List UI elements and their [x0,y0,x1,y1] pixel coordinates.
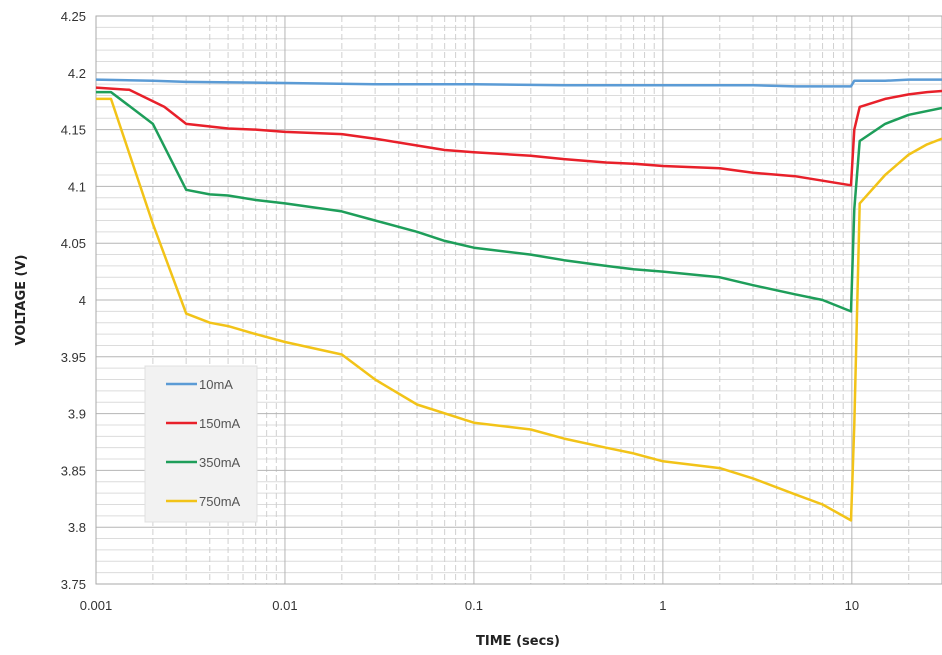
y-tick-label: 3.95 [61,350,86,365]
y-tick-label: 3.85 [61,463,86,478]
legend-box [144,365,258,523]
x-tick-labels: 0.001 0.01 0.1 1 10 [80,598,859,613]
y-tick-label: 4.1 [68,179,86,194]
x-tick-label: 10 [845,598,859,613]
y-tick-label: 3.8 [68,520,86,535]
legend: 10mA 150mA 350mA 750mA [144,365,258,523]
major-gridlines [95,15,942,585]
x-tick-label: 0.01 [272,598,297,613]
y-tick-labels: 3.75 3.8 3.85 3.9 3.95 4 4.05 4.1 4.15 4.2 4.25 [61,9,86,592]
y-tick-label: 4.25 [61,9,86,24]
series-line-350mA [96,90,942,313]
x-tick-label: 1 [659,598,666,613]
x-tick-label: 0.001 [80,598,113,613]
y-tick-label: 3.75 [61,577,86,592]
y-tick-label: 3.9 [68,407,86,422]
y-axis-label: VOLTAGE (V) [14,255,29,346]
x-tick-label: 0.1 [465,598,483,613]
legend-label-150mA: 150mA [199,416,241,431]
legend-label-750mA: 750mA [199,494,241,509]
legend-label-350mA: 350mA [199,455,241,470]
series-line-150mA [95,86,942,187]
y-tick-label: 4.05 [61,236,86,251]
series-lines [95,78,942,522]
plot-frame [95,15,942,585]
y-tick-label: 4.15 [61,123,86,138]
series-line-10mA [95,78,942,88]
y-tick-label: 4 [79,293,86,308]
series-line-750mA [96,97,942,522]
x-axis-label: TIME (secs) [476,634,560,649]
y-tick-label: 4.2 [68,66,86,81]
legend-label-10mA: 10mA [199,377,233,392]
